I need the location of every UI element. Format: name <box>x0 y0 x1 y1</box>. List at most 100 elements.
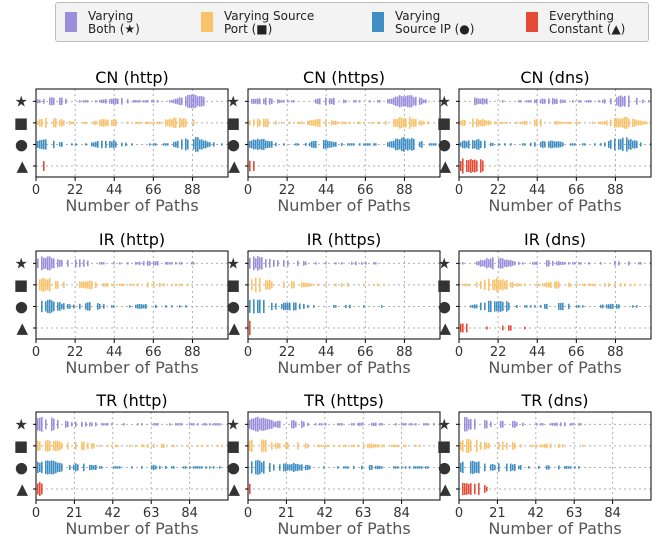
swarm-mark <box>123 283 125 287</box>
swarm-mark <box>175 423 177 426</box>
series-varying-source-ip <box>37 460 221 475</box>
swarm-mark <box>624 283 626 287</box>
swarm-mark <box>287 464 289 471</box>
swarm-mark <box>283 463 285 472</box>
swarm-mark <box>179 305 181 308</box>
swarm-mark <box>462 119 464 127</box>
swarm-mark <box>616 304 618 309</box>
swarm-mark <box>67 304 69 309</box>
swarm-mark <box>155 465 157 470</box>
swarm-mark <box>530 305 532 308</box>
y-tick-label: ▲ <box>228 157 240 175</box>
swarm-mark <box>143 304 145 309</box>
swarm-mark <box>193 139 195 150</box>
swarm-mark <box>618 118 620 128</box>
x-tick-label: 0 <box>455 345 463 360</box>
swarm-mark <box>137 100 139 103</box>
swarm-mark <box>37 140 39 149</box>
swarm-mark <box>588 262 590 265</box>
swarm-mark <box>622 137 624 152</box>
swarm-mark <box>470 483 472 495</box>
series-everything-constant <box>249 483 251 495</box>
swarm-mark <box>317 283 319 287</box>
swarm-mark <box>219 466 221 469</box>
swarm-mark <box>249 483 251 495</box>
swarm-mark <box>562 121 564 125</box>
swarm-mark <box>323 139 325 149</box>
swarm-mark <box>199 96 201 107</box>
swarm-mark <box>293 420 295 429</box>
swarm-mark <box>462 323 464 333</box>
swarm-mark <box>403 423 405 426</box>
swarm-mark <box>273 464 275 471</box>
swarm-mark <box>55 440 57 452</box>
swarm-mark <box>91 442 93 449</box>
swarm-mark <box>562 444 564 448</box>
swarm-mark <box>83 259 85 268</box>
swarm-mark <box>187 444 189 448</box>
x-tick-label: 0 <box>32 345 40 360</box>
swarm-mark <box>598 100 600 103</box>
swarm-mark <box>153 121 155 125</box>
swarm-mark <box>135 304 137 309</box>
swarm-mark <box>253 299 255 314</box>
swarm-mark <box>173 466 175 469</box>
x-axis-label: Number of Paths <box>488 196 621 215</box>
swarm-mark <box>171 100 173 103</box>
swarm-mark <box>39 279 41 291</box>
swarm-mark <box>421 466 423 469</box>
swarm-mark <box>197 96 199 107</box>
swarm-mark <box>89 280 91 290</box>
swarm-mark <box>55 118 57 128</box>
panel-title: TR (http) <box>95 391 167 410</box>
swarm-mark <box>427 466 429 469</box>
swarm-mark <box>195 466 197 469</box>
swarm-mark <box>546 465 548 470</box>
swarm-mark <box>403 96 405 107</box>
swarm-mark <box>409 423 411 426</box>
swarm-mark <box>299 121 301 125</box>
swarm-mark <box>498 442 500 450</box>
swarm-mark <box>185 96 187 107</box>
swarm-mark <box>191 262 193 265</box>
y-tick-label: ★ <box>15 92 28 110</box>
panel-title: CN (https) <box>303 68 385 87</box>
swarm-mark <box>255 258 257 269</box>
y-tick-label: ★ <box>227 415 240 433</box>
y-tick-label: ▲ <box>16 480 28 498</box>
swarm-mark <box>578 121 580 125</box>
x-tick-label: 66 <box>145 345 162 360</box>
swarm-mark <box>417 466 419 469</box>
swarm-mark <box>582 283 584 287</box>
swarm-mark <box>644 121 646 125</box>
swarm-mark <box>165 119 167 127</box>
swarm-mark <box>259 460 261 475</box>
swarm-mark <box>103 423 105 426</box>
swarm-mark <box>175 262 177 265</box>
swarm-mark <box>460 120 462 126</box>
swarm-mark <box>145 121 147 125</box>
swarm-mark <box>542 444 544 448</box>
swarm-mark <box>470 159 472 173</box>
swarm-mark <box>618 261 620 266</box>
swarm-mark <box>524 305 526 308</box>
swarm-mark <box>305 261 307 266</box>
swarm-mark <box>468 419 470 430</box>
swarm-mark <box>53 258 55 269</box>
swarm-mark <box>283 302 285 311</box>
swarm-mark <box>556 121 558 125</box>
swarm-mark <box>612 304 614 309</box>
swarm-mark <box>173 117 175 129</box>
swarm-mark <box>476 261 478 266</box>
swarm-mark <box>512 282 514 288</box>
swarm-mark <box>375 143 377 146</box>
swarm-mark <box>620 283 622 287</box>
swarm-mark <box>546 303 548 310</box>
swarm-mark <box>133 283 135 287</box>
x-tick-label: 21 <box>66 506 83 521</box>
swarm-mark <box>145 304 147 309</box>
swarm-mark <box>606 120 608 126</box>
swarm-mark <box>466 323 468 333</box>
swarm-mark <box>476 98 478 105</box>
swarm-mark <box>309 120 311 126</box>
